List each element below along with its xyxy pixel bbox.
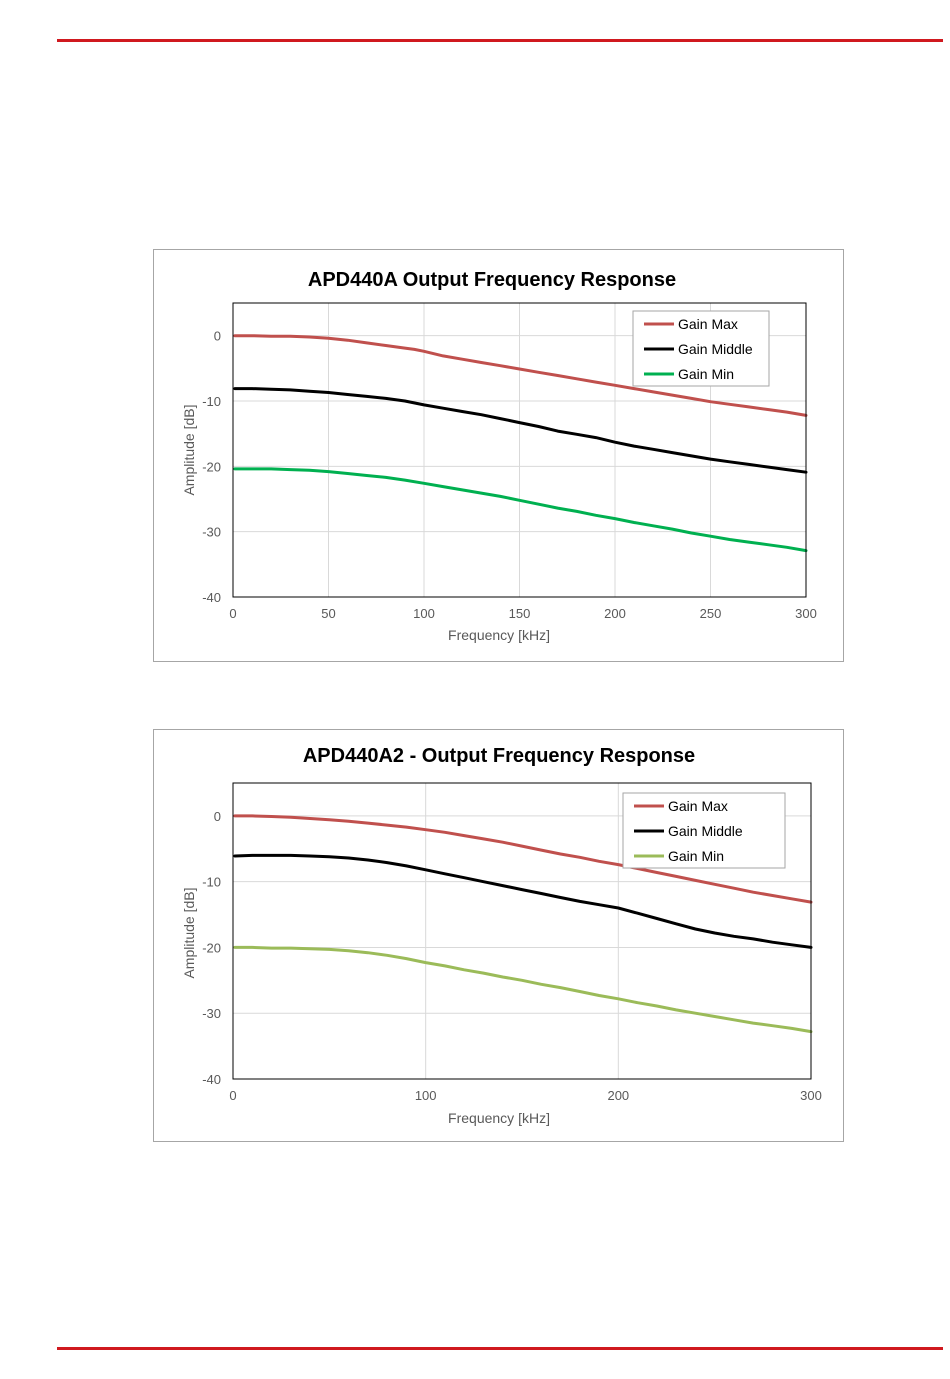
series-line-gain-max: [233, 334, 808, 417]
y-axis-label: Amplitude [dB]: [181, 887, 197, 978]
legend-label: Gain Min: [668, 848, 724, 864]
legend-label: Gain Middle: [678, 341, 753, 357]
legend-label: Gain Min: [678, 366, 734, 382]
chart-title: APD440A2 - Output Frequency Response: [303, 745, 695, 767]
x-axis-label: Frequency [kHz]: [448, 1110, 550, 1126]
legend-label: Gain Max: [668, 798, 728, 814]
chart-title: APD440A Output Frequency Response: [308, 269, 676, 291]
x-tick-label: 200: [607, 1088, 629, 1103]
x-tick-label: 250: [700, 606, 722, 621]
header-rule: [57, 39, 943, 42]
x-tick-label: 0: [229, 606, 236, 621]
chart-apd440a-plot: APD440A Output Frequency Response Freque…: [181, 269, 817, 643]
footer-rule: [57, 1347, 943, 1350]
x-tick-label: 300: [795, 606, 817, 621]
x-tick-label: 50: [321, 606, 335, 621]
legend-label: Gain Middle: [668, 823, 743, 839]
chart-apd440a: APD440A Output Frequency Response Freque…: [153, 249, 844, 662]
chart-apd440a2: APD440A2 - Output Frequency Response Fre…: [153, 729, 844, 1142]
legend-label: Gain Max: [678, 316, 738, 332]
x-tick-label: 200: [604, 606, 626, 621]
series-line-gain-middle: [233, 853, 813, 949]
x-axis-label: Frequency [kHz]: [448, 627, 550, 643]
series-line-gain-min: [233, 945, 813, 1034]
y-tick-label: -30: [202, 1006, 221, 1021]
series-line-gain-min: [233, 467, 808, 553]
y-tick-label: -40: [202, 590, 221, 605]
y-tick-label: 0: [214, 329, 221, 344]
y-tick-label: -10: [202, 394, 221, 409]
plot-area: [232, 782, 812, 1080]
series-line-gain-middle: [233, 387, 808, 474]
series-line-gain-max: [233, 814, 813, 904]
chart-apd440a2-plot: APD440A2 - Output Frequency Response Fre…: [181, 745, 822, 1126]
y-tick-label: 0: [214, 809, 221, 824]
y-tick-label: -20: [202, 940, 221, 955]
y-tick-label: -30: [202, 525, 221, 540]
plot-area: [232, 302, 807, 598]
y-tick-label: -20: [202, 459, 221, 474]
x-tick-label: 100: [413, 606, 435, 621]
x-tick-label: 300: [800, 1088, 822, 1103]
x-tick-label: 150: [509, 606, 531, 621]
y-axis-label: Amplitude [dB]: [181, 404, 197, 495]
x-tick-label: 100: [415, 1088, 437, 1103]
x-tick-label: 0: [229, 1088, 236, 1103]
y-tick-label: -40: [202, 1072, 221, 1087]
y-tick-label: -10: [202, 875, 221, 890]
